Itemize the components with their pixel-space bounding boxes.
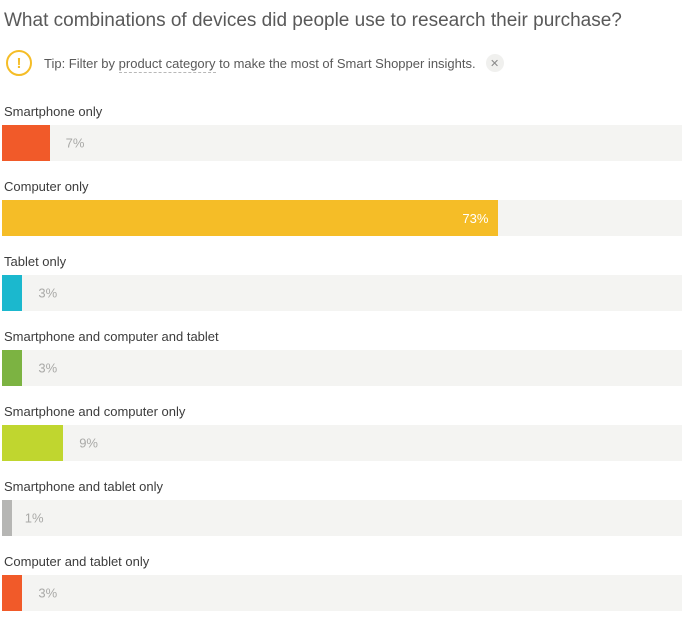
bar-value: 3% bbox=[38, 586, 57, 601]
bar-fill bbox=[2, 275, 22, 311]
bar-group: Smartphone and computer and tablet 3% bbox=[2, 329, 682, 386]
bar-label: Smartphone and computer only bbox=[2, 404, 682, 419]
bar-label: Smartphone and computer and tablet bbox=[2, 329, 682, 344]
bar-label: Computer only bbox=[2, 179, 682, 194]
bar-group: Smartphone only 7% bbox=[2, 104, 682, 161]
bar-track: 73% bbox=[2, 200, 682, 236]
bar-value: 3% bbox=[38, 286, 57, 301]
bar-fill: 73% bbox=[2, 200, 498, 236]
tip-text: Tip: Filter by product category to make … bbox=[44, 56, 476, 71]
bar-label: Computer and tablet only bbox=[2, 554, 682, 569]
bar-fill bbox=[2, 500, 12, 536]
bar-track: 1% bbox=[2, 500, 682, 536]
bar-group: Smartphone and computer only 9% bbox=[2, 404, 682, 461]
bar-group: Tablet only 3% bbox=[2, 254, 682, 311]
device-combinations-chart: Smartphone only 7% Computer only 73% Tablet … bbox=[2, 104, 682, 611]
tip-suffix: to make the most of Smart Shopper insigh… bbox=[216, 56, 476, 71]
tip-link[interactable]: product category bbox=[119, 56, 216, 73]
bar-value: 7% bbox=[66, 136, 85, 151]
bar-group: Computer only 73% bbox=[2, 179, 682, 236]
page-title: What combinations of devices did people … bbox=[2, 10, 682, 32]
bar-group: Computer and tablet only 3% bbox=[2, 554, 682, 611]
info-icon: ! bbox=[6, 50, 32, 76]
tip-prefix: Tip: Filter by bbox=[44, 56, 119, 71]
bar-fill bbox=[2, 425, 63, 461]
bar-group: Smartphone and tablet only 1% bbox=[2, 479, 682, 536]
tip-bar: ! Tip: Filter by product category to mak… bbox=[2, 50, 682, 76]
bar-label: Smartphone only bbox=[2, 104, 682, 119]
bar-track: 9% bbox=[2, 425, 682, 461]
bar-value: 9% bbox=[79, 436, 98, 451]
bar-track: 3% bbox=[2, 575, 682, 611]
bar-track: 7% bbox=[2, 125, 682, 161]
bar-value: 3% bbox=[38, 361, 57, 376]
bar-track: 3% bbox=[2, 275, 682, 311]
bar-fill bbox=[2, 350, 22, 386]
info-icon-glyph: ! bbox=[17, 56, 22, 71]
bar-value: 73% bbox=[462, 211, 488, 226]
bar-label: Tablet only bbox=[2, 254, 682, 269]
bar-fill bbox=[2, 575, 22, 611]
close-icon[interactable]: ✕ bbox=[486, 54, 504, 72]
bar-track: 3% bbox=[2, 350, 682, 386]
bar-value: 1% bbox=[25, 511, 44, 526]
bar-fill bbox=[2, 125, 50, 161]
bar-label: Smartphone and tablet only bbox=[2, 479, 682, 494]
